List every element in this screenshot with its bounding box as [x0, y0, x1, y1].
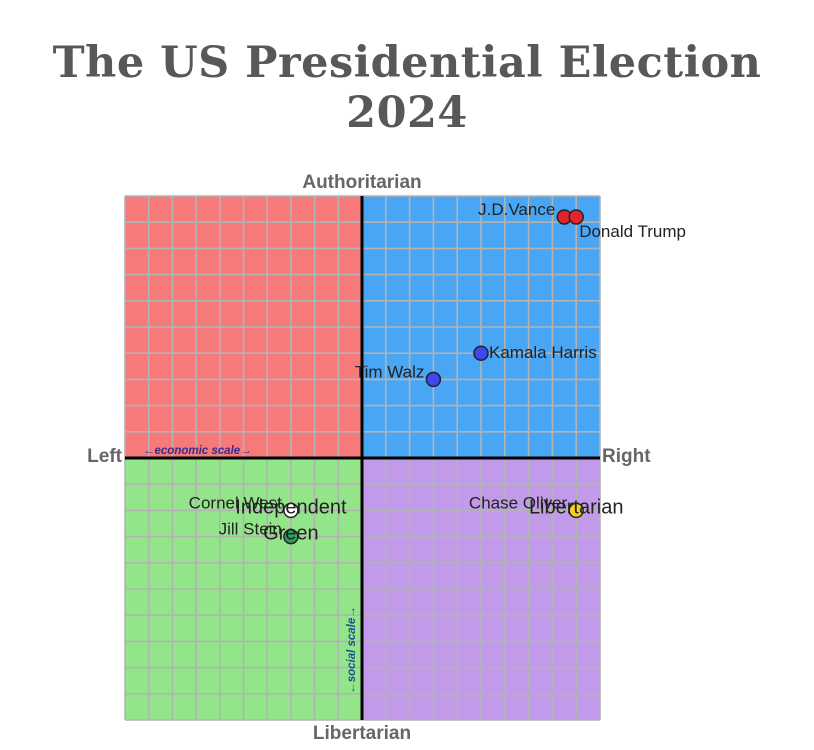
- party-label-cornel-west: Independent: [235, 496, 347, 518]
- point-label-j-d-vance: J.D.Vance: [478, 200, 555, 219]
- axes: [125, 196, 600, 720]
- axis-label-libertarian: Libertarian: [313, 723, 411, 744]
- axis-label-left: Left: [87, 446, 123, 467]
- point-label-chase-oliver: Chase Oliver: [469, 493, 568, 512]
- party-label-jill-stein: Green: [263, 523, 319, 545]
- point-kamala-harris: [473, 345, 489, 361]
- point-jill-stein: [283, 528, 299, 545]
- point-label-donald-trump: Donald Trump: [579, 222, 686, 241]
- point-label-jill-stein: Jill Stein: [219, 520, 282, 539]
- point-label-cornel-west: Cornel West: [189, 493, 282, 512]
- economic-scale-label: ←economic scale→: [143, 445, 252, 457]
- point-cornel-west: [283, 502, 299, 519]
- point-label-kamala-harris: Kamala Harris: [489, 343, 597, 362]
- chart-title: The US Presidential Election 2024: [52, 38, 762, 138]
- axis-label-authoritarian: Authoritarian: [302, 172, 421, 193]
- social-scale-label: ←social scale→: [346, 606, 358, 694]
- data-points: J.D.Vance Donald Trump Kamala Harris Tim Wa…: [189, 200, 686, 545]
- point-tim-walz: [425, 371, 442, 388]
- point-donald-trump: [568, 209, 584, 225]
- axis-label-right: Right: [602, 446, 651, 467]
- point-label-tim-walz: Tim Walz: [355, 362, 425, 381]
- point-chase-oliver: [568, 502, 584, 519]
- party-label-chase-oliver: Libertarian: [529, 496, 624, 518]
